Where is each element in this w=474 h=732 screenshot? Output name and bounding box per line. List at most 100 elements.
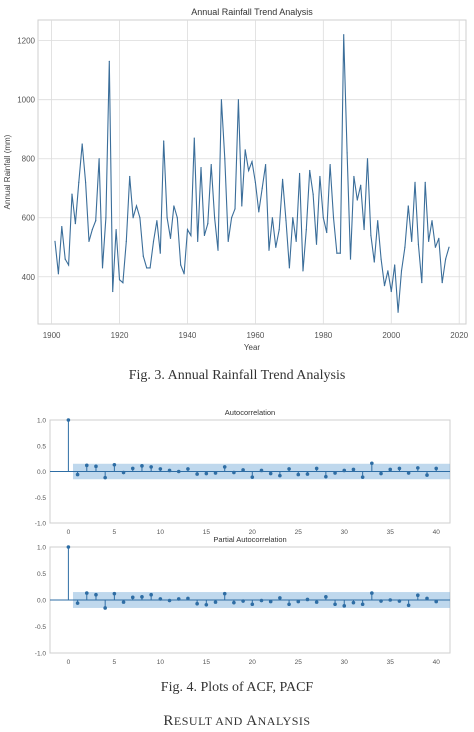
data-point bbox=[332, 217, 335, 219]
data-point bbox=[394, 264, 396, 266]
data-point bbox=[142, 255, 144, 257]
pacf-y-tick-label: 0.5 bbox=[37, 571, 46, 578]
acf-pacf-figure: -1.0 -0.5 0.0 0.5 1.0 0 5 10 15 20 25 30 35 40 Autocor… bbox=[0, 400, 474, 675]
chart-title: Annual Rainfall Trend Analysis bbox=[191, 7, 313, 17]
pacf-marker bbox=[222, 591, 227, 596]
data-point bbox=[105, 217, 107, 219]
acf-marker bbox=[112, 463, 117, 467]
data-point bbox=[326, 231, 328, 234]
data-point bbox=[383, 285, 386, 287]
x-tick-label: 2000 bbox=[382, 331, 400, 340]
rainfall-figure: 1900 1920 1940 1960 1980 2000 2020 400 600 800 100… bbox=[0, 0, 474, 360]
acf-marker bbox=[140, 464, 144, 468]
data-point bbox=[390, 290, 392, 293]
acf-x-tick-label: 10 bbox=[157, 529, 165, 536]
data-point bbox=[91, 228, 93, 231]
acf-marker bbox=[222, 465, 227, 469]
data-point bbox=[156, 220, 158, 222]
acf-marker bbox=[241, 468, 245, 472]
data-point bbox=[343, 34, 345, 36]
acf-marker bbox=[158, 467, 163, 471]
data-point bbox=[190, 234, 192, 237]
acf-marker bbox=[416, 466, 420, 470]
acf-marker bbox=[84, 463, 89, 468]
data-point bbox=[186, 228, 189, 231]
data-point bbox=[146, 267, 148, 269]
acf-x-tick-label: 35 bbox=[387, 529, 395, 536]
data-point bbox=[380, 258, 382, 260]
data-point bbox=[224, 158, 226, 160]
data-point bbox=[363, 228, 365, 231]
data-point bbox=[139, 217, 141, 219]
data-point bbox=[163, 140, 165, 142]
pacf-marker bbox=[232, 600, 236, 605]
acf-x-tick-label: 15 bbox=[203, 529, 211, 536]
pacf-marker bbox=[397, 599, 402, 603]
data-point bbox=[356, 199, 358, 201]
data-point bbox=[57, 273, 59, 275]
pacf-y-tick-label: 0.0 bbox=[37, 598, 46, 605]
acf-marker bbox=[287, 467, 291, 471]
pacf-marker bbox=[268, 599, 273, 604]
pacf-marker bbox=[324, 595, 328, 599]
pacf-marker bbox=[103, 606, 107, 610]
pacf-marker bbox=[186, 596, 190, 601]
x-tick-label: 1900 bbox=[43, 331, 61, 340]
pacf-marker bbox=[75, 601, 80, 605]
data-point bbox=[61, 226, 63, 228]
data-point bbox=[281, 178, 284, 180]
data-point bbox=[149, 267, 151, 269]
data-point bbox=[400, 270, 403, 272]
data-point bbox=[193, 137, 195, 139]
data-point bbox=[98, 158, 100, 160]
section-heading-esult: ESULT AND bbox=[173, 714, 247, 728]
acf-marker bbox=[324, 474, 328, 479]
acf-y-tick-label: -1.0 bbox=[35, 521, 47, 528]
acf-marker bbox=[278, 473, 282, 478]
pacf-x-tick-label: 15 bbox=[203, 659, 211, 666]
data-point bbox=[67, 264, 70, 266]
acf-marker bbox=[149, 465, 153, 469]
pacf-marker bbox=[305, 597, 310, 602]
acf-marker bbox=[314, 466, 319, 471]
plot-area bbox=[37, 19, 467, 325]
data-point bbox=[183, 273, 185, 275]
data-point bbox=[268, 249, 270, 251]
data-point bbox=[349, 258, 352, 260]
acf-marker bbox=[232, 470, 236, 475]
y-tick-label: 1200 bbox=[17, 37, 35, 46]
data-point bbox=[414, 181, 416, 183]
data-point bbox=[373, 261, 375, 263]
acf-x-tick-label: 25 bbox=[295, 529, 303, 536]
pacf-marker bbox=[130, 595, 135, 600]
data-point bbox=[173, 205, 175, 207]
acf-x-tick-label: 0 bbox=[67, 529, 71, 536]
pacf-y-tick-label: 1.0 bbox=[37, 545, 46, 552]
pacf-marker bbox=[204, 602, 209, 607]
data-point bbox=[217, 249, 219, 251]
data-point bbox=[421, 282, 423, 284]
data-point bbox=[271, 217, 273, 219]
pacf-title: Partial Autocorrelation bbox=[213, 535, 286, 544]
data-point bbox=[231, 217, 233, 219]
acf-marker bbox=[406, 471, 411, 475]
acf-marker bbox=[360, 475, 365, 479]
pacf-marker bbox=[250, 602, 255, 607]
data-point bbox=[78, 181, 80, 183]
pacf-marker bbox=[425, 596, 429, 601]
acf-title: Autocorrelation bbox=[225, 408, 275, 417]
data-point bbox=[275, 246, 277, 248]
pacf-y-tick-label: -1.0 bbox=[35, 651, 47, 658]
data-point bbox=[176, 217, 178, 219]
data-point bbox=[353, 175, 355, 178]
data-point bbox=[197, 240, 199, 242]
pacf-marker bbox=[416, 593, 420, 598]
acf-pacf-chart: -1.0 -0.5 0.0 0.5 1.0 0 5 10 15 20 25 30 35 40 Autocor… bbox=[35, 408, 451, 666]
data-point bbox=[319, 175, 321, 178]
acf-marker bbox=[434, 466, 439, 471]
pacf-marker bbox=[121, 600, 126, 604]
data-point bbox=[64, 258, 66, 260]
acf-marker bbox=[268, 471, 273, 476]
data-point bbox=[108, 60, 110, 62]
data-point bbox=[112, 290, 114, 293]
